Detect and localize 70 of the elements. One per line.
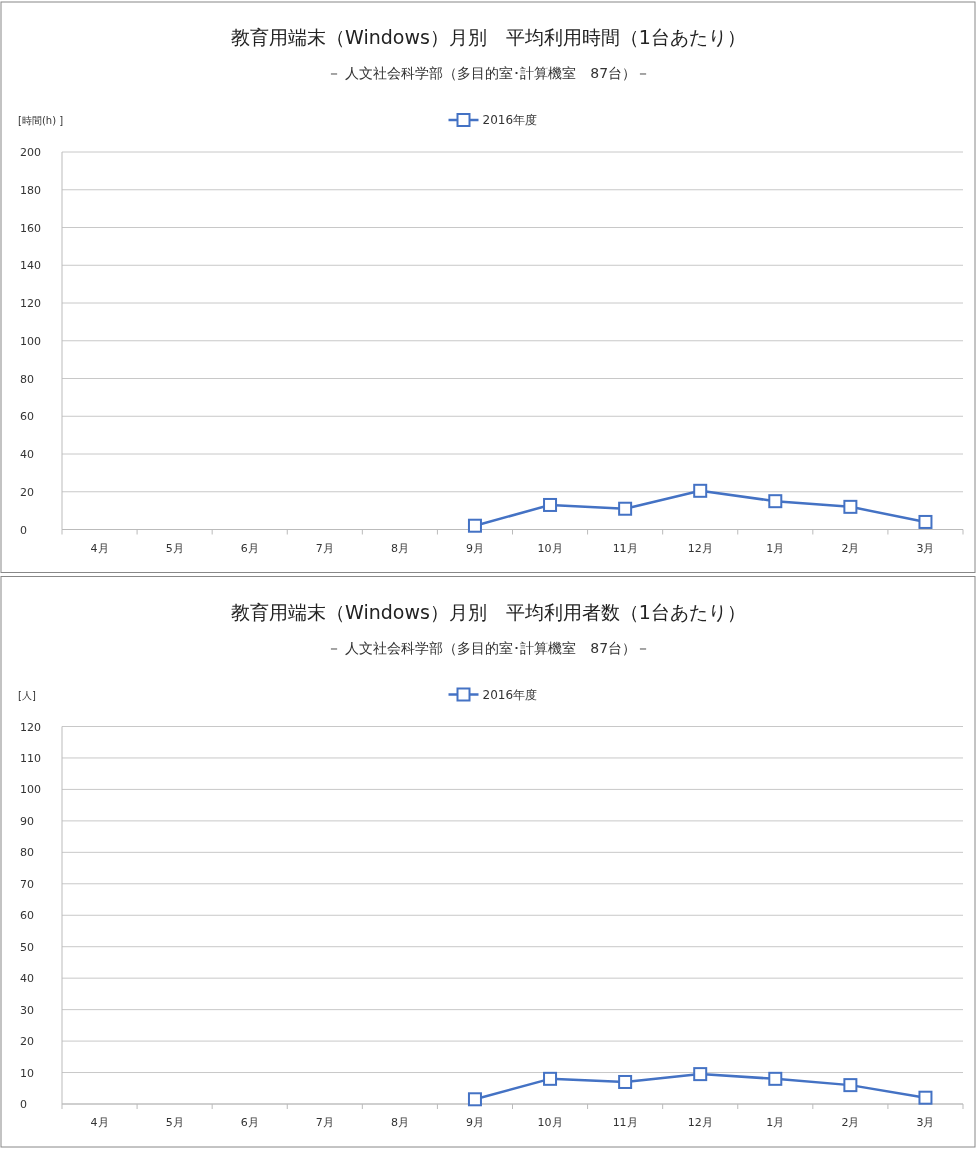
y-axis-title: [時間(h) ] <box>18 115 64 126</box>
point <box>918 1090 933 1105</box>
x-tick-label: 10月 <box>537 541 563 555</box>
x-tick-label: 3月 <box>916 1116 935 1129</box>
point <box>693 483 708 498</box>
y-tick-label: 20 <box>20 1035 34 1049</box>
x-tick-label: 7月 <box>315 541 334 555</box>
point <box>918 514 933 529</box>
y-tick-label: 10 <box>20 1066 34 1080</box>
y-tick-label: 180 <box>20 183 41 197</box>
x-tick-label: 4月 <box>90 1116 109 1129</box>
point <box>618 1074 633 1089</box>
x-tick-label: 6月 <box>240 1116 259 1129</box>
y-tick-label: 120 <box>20 720 41 734</box>
x-tick-label: 9月 <box>465 541 484 555</box>
chart-subtitle: － 人文社会科学部（多目的室･計算機室 87台）－ <box>326 65 651 81</box>
y-tick-label: 200 <box>20 146 41 159</box>
point <box>768 1071 783 1086</box>
y-tick-label: 100 <box>20 334 41 348</box>
y-tick-label: 40 <box>20 972 34 986</box>
point <box>618 501 633 516</box>
point <box>543 497 558 512</box>
x-tick-label: 2月 <box>841 541 860 555</box>
y-tick-label: 60 <box>20 410 34 424</box>
x-tick-label: 9月 <box>465 1116 484 1129</box>
y-tick-label: 20 <box>20 485 34 499</box>
point <box>467 1092 482 1107</box>
x-tick-label: 5月 <box>165 541 184 555</box>
x-tick-label: 1月 <box>766 541 785 555</box>
y-tick-label: 60 <box>20 909 34 923</box>
x-tick-label: 12月 <box>687 541 713 555</box>
x-tick-label: 4月 <box>90 541 109 555</box>
y-tick-label: 80 <box>20 372 34 386</box>
y-axis-title: [人] <box>18 689 36 701</box>
x-tick-label: 6月 <box>240 541 259 555</box>
y-tick-label: 120 <box>20 297 41 310</box>
x-tick-label: 7月 <box>315 1116 334 1129</box>
x-tick-label: 3月 <box>916 541 935 555</box>
y-tick-label: 70 <box>20 877 34 891</box>
chart-title: 教育用端末（Windows）月別 平均利用時間（1台あたり） <box>231 26 746 48</box>
point <box>543 1071 558 1086</box>
y-tick-label: 40 <box>20 448 34 461</box>
chart-title: 教育用端末（Windows）月別 平均利用者数（1台あたり） <box>231 600 746 623</box>
y-tick-label: 90 <box>20 814 34 828</box>
y-tick-label: 110 <box>20 751 41 765</box>
x-tick-label: 12月 <box>687 1116 713 1129</box>
point <box>768 494 783 509</box>
point <box>693 1067 708 1082</box>
y-tick-label: 160 <box>20 221 41 235</box>
point <box>843 1078 858 1093</box>
y-tick-label: 80 <box>20 846 34 860</box>
legend-label: 2016年度 <box>482 113 538 127</box>
x-tick-label: 8月 <box>390 541 409 555</box>
x-tick-label: 8月 <box>390 1116 409 1129</box>
x-tick-label: 11月 <box>612 541 638 555</box>
chart-subtitle: － 人文社会科学部（多目的室･計算機室 87台）－ <box>326 639 651 656</box>
x-tick-label: 11月 <box>612 1116 638 1129</box>
x-tick-label: 2月 <box>841 1116 860 1129</box>
y-tick-label: 140 <box>20 259 41 273</box>
point <box>843 499 858 514</box>
x-tick-label: 1月 <box>766 1116 785 1129</box>
y-tick-label: 100 <box>20 783 41 797</box>
x-tick-label: 5月 <box>165 1116 184 1129</box>
point <box>467 518 482 533</box>
x-tick-label: 10月 <box>537 1116 563 1129</box>
legend-label: 2016年度 <box>482 687 538 702</box>
y-tick-label: 0 <box>20 1098 27 1111</box>
y-tick-label: 0 <box>20 523 27 537</box>
y-tick-label: 50 <box>20 940 34 954</box>
y-tick-label: 30 <box>20 1003 34 1017</box>
